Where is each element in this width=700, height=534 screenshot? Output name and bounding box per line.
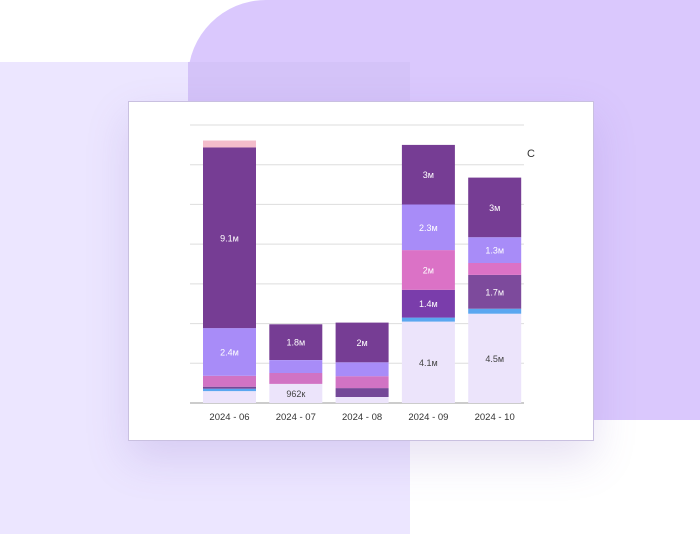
bar-segment — [468, 263, 522, 275]
data-label: 2м — [423, 266, 434, 276]
data-label: 1.4м — [419, 299, 438, 309]
bar-segment — [269, 373, 323, 384]
stacked-bar-chart: 2.4м 9.1м 962к 1.8м 2м 4.1м 1.4м 2м 2.3м 3м 4.5м 1.… — [190, 124, 524, 423]
bar-segment — [269, 324, 323, 360]
x-tick-label: 2024 - 07 — [276, 412, 316, 423]
x-tick-label: 2024 - 10 — [475, 412, 515, 423]
bar-segment — [269, 383, 323, 403]
bar-segment — [468, 274, 522, 309]
data-label: 2.4м — [220, 348, 239, 358]
x-tick-label: 2024 - 06 — [209, 412, 249, 423]
bar-segment — [401, 204, 455, 251]
bar-segment — [401, 144, 455, 205]
bar-segments: 2.4м 9.1м 962к 1.8м 2м 4.1м 1.4м 2м 2.3м 3м 4.5м 1.… — [203, 140, 522, 403]
bar-segment — [468, 177, 522, 238]
x-tick-label: 2024 - 09 — [408, 412, 448, 423]
bar-segment — [203, 147, 256, 329]
data-label: 1.7м — [485, 287, 504, 297]
bar-segment — [203, 388, 256, 392]
bar-segment — [401, 317, 455, 322]
data-label: 3м — [489, 203, 500, 213]
data-label: 2.3м — [419, 223, 438, 233]
x-tick-label: 2024 - 08 — [342, 412, 382, 423]
bar-segment — [335, 397, 389, 403]
bar-segment — [335, 376, 389, 389]
data-label: 2м — [356, 338, 367, 348]
bar-segment — [335, 362, 389, 377]
bar-segment — [335, 388, 389, 397]
data-label: 1.3м — [485, 246, 504, 256]
data-label: 3м — [423, 170, 434, 180]
bar-segment — [468, 237, 522, 263]
bar-segment — [468, 308, 522, 314]
bar-segment — [203, 386, 256, 389]
bar-segment — [401, 289, 455, 318]
bar-segment — [401, 250, 455, 290]
chart-card: 2.4м 9.1м 962к 1.8м 2м 4.1м 1.4м 2м 2.3м 3м 4.5м 1.… — [128, 101, 594, 441]
bar-segment — [468, 313, 522, 403]
bar-segment — [269, 360, 323, 373]
bar-segment — [203, 375, 256, 387]
data-label: 9.1м — [220, 233, 239, 243]
data-label: 4.1м — [419, 358, 438, 368]
bar-segment — [401, 321, 455, 403]
data-label: 4.5м — [485, 354, 504, 364]
bar-segment — [203, 140, 256, 148]
data-label: 1.8м — [286, 338, 305, 348]
x-tick-labels: 2024 - 06 2024 - 07 2024 - 08 2024 - 09 2024… — [209, 412, 514, 423]
bar-segment — [203, 328, 256, 376]
corner-label: C — [527, 148, 535, 160]
bar-segment — [335, 322, 389, 363]
bar-segment — [203, 391, 256, 403]
data-label: 962к — [286, 389, 305, 399]
